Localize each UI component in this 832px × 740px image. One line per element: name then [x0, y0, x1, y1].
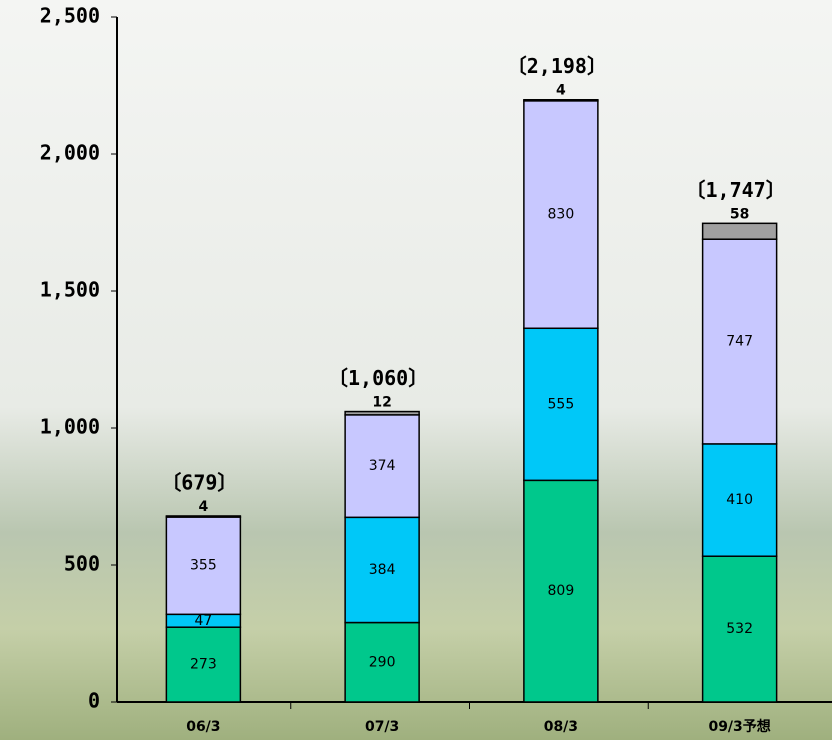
- value-label: 809: [548, 583, 575, 599]
- y-tick-label: 2,500: [40, 4, 100, 28]
- bar-segment: [345, 412, 419, 415]
- value-label: 58: [730, 206, 749, 222]
- value-label: 273: [190, 657, 217, 673]
- value-label: 384: [369, 562, 396, 578]
- x-tick-label: 08/3: [544, 719, 578, 735]
- x-tick-label: 06/3: [186, 719, 220, 735]
- x-tick-label: 09/3予想: [708, 718, 770, 735]
- total-label: 〔679〕: [161, 470, 237, 494]
- y-tick-label: 1,000: [40, 415, 100, 439]
- total-label: 〔2,198〕: [507, 54, 607, 78]
- bar-segment: [166, 516, 240, 517]
- chart: 0 500 1,000 1,500 2,000 2,500 06/3 273 47 355 4 〔67…: [0, 0, 832, 740]
- value-label: 410: [726, 492, 753, 508]
- value-label: 12: [372, 395, 391, 411]
- x-tick-label: 07/3: [365, 719, 399, 735]
- value-label: 374: [369, 458, 396, 474]
- value-label: 47: [194, 613, 212, 629]
- bar-segment: [703, 223, 777, 239]
- y-tick-label: 1,500: [40, 278, 100, 302]
- y-tick-label: 0: [88, 689, 100, 713]
- value-label: 532: [726, 621, 753, 637]
- value-label: 4: [556, 83, 566, 99]
- value-label: 747: [726, 334, 753, 350]
- value-label: 290: [369, 654, 396, 670]
- value-label: 355: [190, 558, 217, 574]
- value-label: 555: [548, 396, 575, 412]
- value-label: 4: [199, 499, 209, 515]
- total-label: 〔1,747〕: [686, 178, 786, 202]
- total-label: 〔1,060〕: [328, 366, 428, 390]
- y-tick-label: 2,000: [40, 141, 100, 165]
- value-label: 830: [548, 207, 575, 223]
- y-tick-label: 500: [64, 552, 100, 576]
- bar-segment: [524, 100, 598, 101]
